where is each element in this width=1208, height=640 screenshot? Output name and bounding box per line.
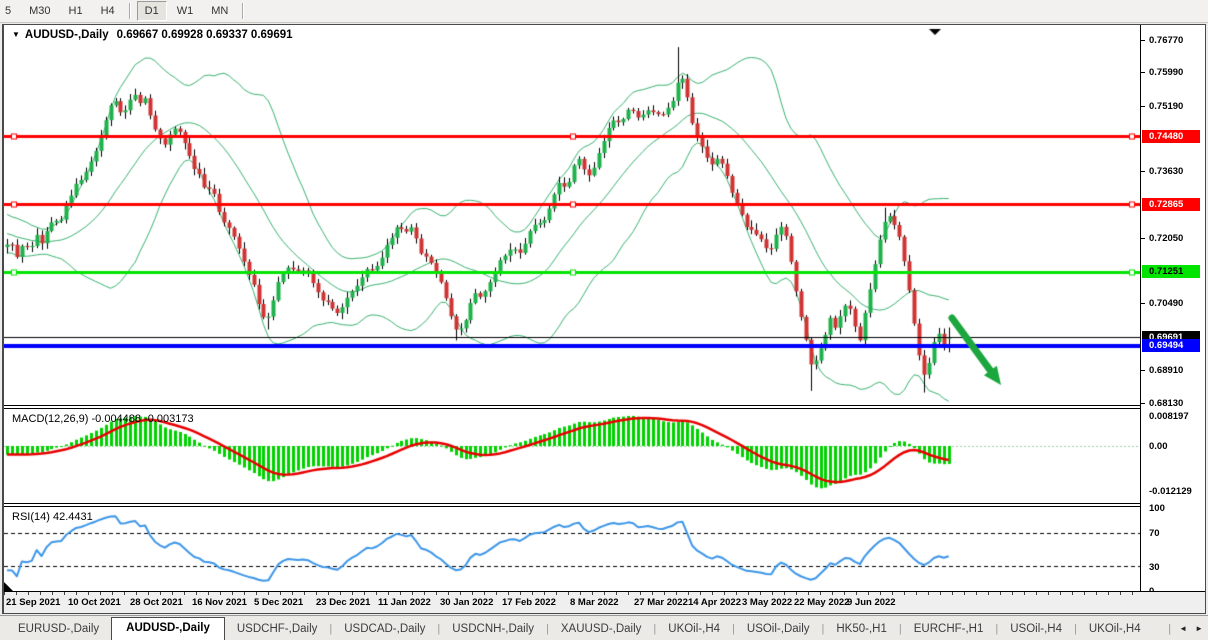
date-axis[interactable]: 21 Sep 2021 10 Oct 2021 28 Oct 2021 16 Nov … — [4, 591, 1205, 613]
rsi-indicator-canvas[interactable] — [4, 507, 1140, 591]
tab-separator: | — [821, 623, 825, 635]
chart-title: ▼ AUDUSD-,Daily 0.69667 0.69928 0.69337 0.… — [12, 29, 293, 41]
panel-splitter-macd[interactable] — [4, 405, 1205, 409]
panel-splitter-rsi[interactable] — [4, 503, 1205, 507]
timeframe-button-h1[interactable]: H1 — [68, 5, 83, 17]
rsi-axis-label: 70 — [1149, 528, 1160, 539]
tab-usoil-daily[interactable]: USOil-,Daily — [746, 623, 810, 635]
price-tick-label: 0.76770 — [1149, 34, 1184, 46]
main-plot-area[interactable] — [4, 25, 1140, 405]
price-level-badge: 0.72865 — [1142, 197, 1200, 211]
price-level-badge: 0.71251 — [1142, 265, 1200, 279]
tab-separator: | — [995, 623, 999, 635]
chart-dropdown-icon[interactable]: ▼ — [12, 30, 20, 39]
rsi-axis-label: 100 — [1149, 503, 1165, 514]
tab-usdcad-daily[interactable]: USDCAD-,Daily — [344, 623, 426, 635]
date-tick-label: 5 Dec 2021 — [254, 597, 304, 608]
date-tick-label: 22 May 2022 — [794, 597, 850, 608]
price-tick-label: 0.70490 — [1149, 298, 1184, 310]
macd-axis-label: -0.012129 — [1149, 486, 1192, 497]
macd-label: MACD(12,26,9) -0.004488 -0.003173 — [12, 413, 194, 425]
price-tick-label: 0.72050 — [1149, 232, 1184, 244]
tab-separator: | — [898, 623, 902, 635]
price-tick-label: 0.75990 — [1149, 67, 1184, 79]
tab-nav-separator: | — [1168, 622, 1172, 635]
tick-mark — [1141, 72, 1145, 74]
tab-separator: | — [329, 623, 333, 635]
price-tick-label: 0.73630 — [1149, 166, 1184, 178]
tab-eurchf-h1[interactable]: EURCHF-,H1 — [913, 623, 984, 635]
tick-mark — [1141, 171, 1145, 173]
timeframe-button-d1[interactable]: D1 — [136, 1, 167, 21]
tab-separator: | — [437, 623, 441, 635]
tab-nav: | ◄ ► — [1168, 616, 1203, 640]
tab-separator: | — [653, 623, 657, 635]
tab-usdcnh-daily[interactable]: USDCNH-,Daily — [452, 623, 535, 635]
tab-audusd-daily[interactable]: AUDUSD-,Daily — [111, 617, 225, 640]
date-tick-label: 27 Mar 2022 — [634, 597, 688, 608]
date-tick-label: 30 Jan 2022 — [440, 597, 494, 608]
chart-window: ▼ AUDUSD-,Daily 0.69667 0.69928 0.69337 0.… — [2, 24, 1206, 614]
tick-mark — [1141, 402, 1145, 404]
date-tick-label: 17 Feb 2022 — [502, 597, 556, 608]
tab-eurusd-daily[interactable]: EURUSD-,Daily — [18, 623, 100, 635]
rsi-name: RSI(14) — [12, 511, 50, 523]
rsi-label: RSI(14) 42.4431 — [12, 511, 93, 523]
date-tick-label: 28 Oct 2021 — [130, 597, 183, 608]
macd-axis-label: 0.008197 — [1149, 411, 1189, 422]
price-level-badge: 0.69494 — [1142, 339, 1200, 353]
date-tick-label: 8 Mar 2022 — [570, 597, 619, 608]
rsi-corner-marker — [4, 582, 13, 591]
price-level-badge: 0.74480 — [1142, 129, 1200, 143]
symbol-tab-bar: EURUSD-,Daily AUDUSD-,Daily USDCHF-,Daily |… — [0, 615, 1208, 640]
tick-mark — [1141, 105, 1145, 107]
tick-mark — [1141, 237, 1145, 239]
tab-ukoil-h4[interactable]: UKOil-,H4 — [668, 623, 721, 635]
rsi-axis-label: 30 — [1149, 562, 1160, 573]
tab-hk50-h1[interactable]: HK50-,H1 — [836, 623, 887, 635]
tab-scroll-left-icon[interactable]: ◄ — [1179, 624, 1188, 633]
timeframe-button-h4[interactable]: H4 — [100, 5, 115, 17]
tick-mark — [1141, 39, 1145, 41]
price-tick-label: 0.68130 — [1149, 397, 1184, 409]
date-tick-label: 14 Apr 2022 — [688, 597, 741, 608]
macd-current-values: -0.004488 -0.003173 — [91, 413, 194, 425]
tab-usdchf-daily[interactable]: USDCHF-,Daily — [236, 623, 318, 635]
date-tick-label: 21 Sep 2021 — [6, 597, 61, 608]
tab-scroll-right-icon[interactable]: ► — [1195, 624, 1203, 633]
toolbar-separator — [128, 3, 131, 19]
date-tick-label: 11 Jan 2022 — [378, 597, 431, 608]
date-axis-ticks — [4, 592, 1140, 595]
date-tick-label: 9 Jun 2022 — [847, 597, 896, 608]
macd-axis-label: 0.00 — [1149, 441, 1168, 452]
date-tick-label: 23 Dec 2021 — [316, 597, 371, 608]
timeframe-button-w1[interactable]: W1 — [176, 5, 194, 17]
tab-separator: | — [1074, 623, 1077, 635]
date-tick-label: 3 May 2022 — [742, 597, 793, 608]
chart-ohlc-values: 0.69667 0.69928 0.69337 0.69691 — [116, 29, 293, 41]
tab-ukoil-h4[interactable]: UKOil-,H4 — [1088, 623, 1141, 635]
tab-xauusd-daily[interactable]: XAUUSD-,Daily — [560, 623, 642, 635]
tick-mark — [1141, 369, 1145, 371]
macd-indicator-canvas[interactable] — [4, 409, 1140, 503]
chart-symbol-label: AUDUSD-,Daily — [24, 29, 109, 41]
tab-usoil-h4[interactable]: USOil-,H4 — [1010, 623, 1062, 635]
timeframe-toolbar: 5 M30 H1 H4 D1 W1 MN — [0, 0, 1208, 23]
timeframe-button-5[interactable]: 5 — [5, 5, 12, 17]
price-tick-label: 0.68910 — [1149, 364, 1184, 376]
toolbar-separator — [242, 3, 245, 19]
tab-separator: | — [732, 623, 735, 635]
timeframe-button-mn[interactable]: MN — [211, 5, 229, 17]
tick-mark — [1141, 303, 1145, 305]
tab-separator: | — [546, 623, 549, 635]
price-chart-canvas[interactable] — [4, 25, 1140, 405]
price-axis[interactable]: 0.76770 0.75990 0.75190 0.73630 0.72050 0.704… — [1140, 25, 1205, 597]
price-tick-label: 0.75190 — [1149, 100, 1184, 112]
rsi-current-value: 42.4431 — [52, 511, 93, 523]
date-tick-label: 10 Oct 2021 — [68, 597, 121, 608]
timeframe-button-m30[interactable]: M30 — [29, 5, 51, 17]
macd-name: MACD(12,26,9) — [12, 413, 89, 425]
date-tick-label: 16 Nov 2021 — [192, 597, 247, 608]
